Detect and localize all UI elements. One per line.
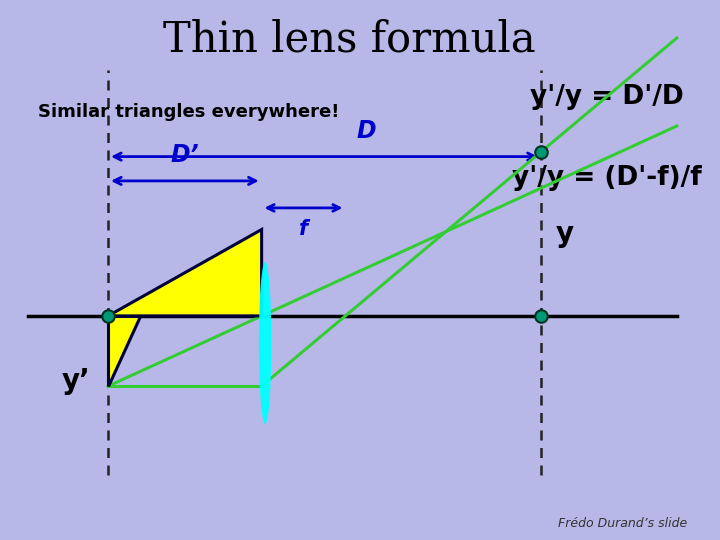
Text: y’: y’ [62,367,91,395]
Text: D: D [356,119,376,143]
Polygon shape [108,316,140,386]
Ellipse shape [258,262,271,424]
Text: y: y [556,220,574,248]
Text: f: f [299,219,308,239]
Text: y'/y = (D'-f)/f: y'/y = (D'-f)/f [512,165,702,191]
Text: Similar triangles everywhere!: Similar triangles everywhere! [38,103,340,120]
Text: Thin lens formula: Thin lens formula [163,19,535,61]
Polygon shape [108,230,261,316]
Text: y'/y = D'/D: y'/y = D'/D [530,84,684,110]
Text: D’: D’ [171,144,199,167]
Text: Frédo Durand’s slide: Frédo Durand’s slide [558,517,687,530]
